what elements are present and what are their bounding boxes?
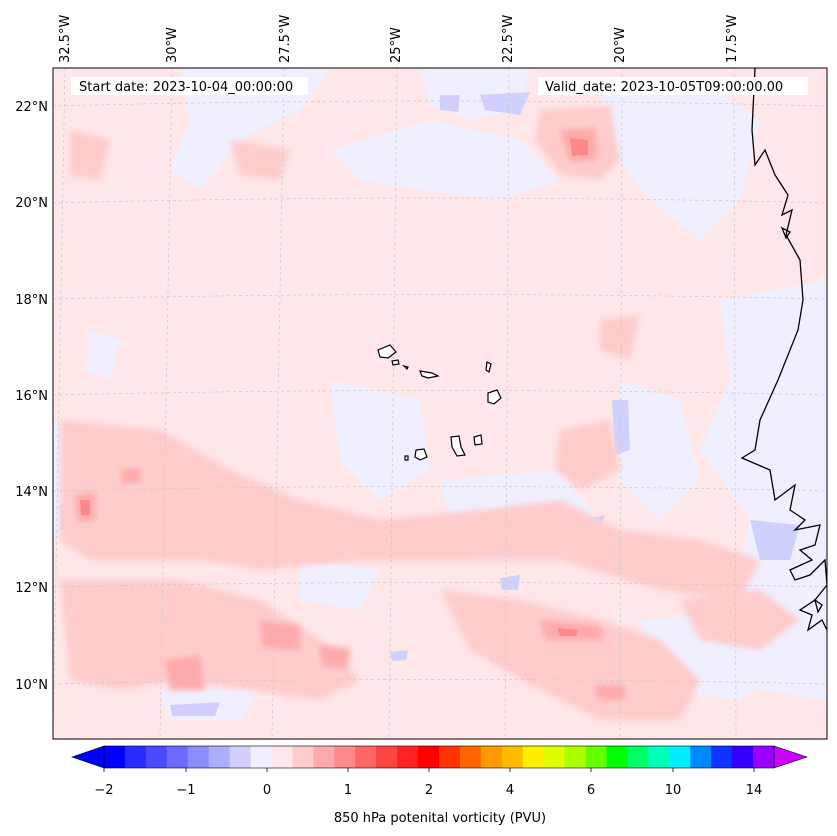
lat-label: 10°N (15, 678, 48, 693)
lat-label: 12°N (15, 581, 48, 596)
island-maio (473, 434, 483, 446)
colorbar-tick-label: 2 (425, 783, 433, 798)
colorbar-segment (606, 746, 628, 768)
colorbar-segment (439, 746, 461, 768)
colorbar-tick-label: 10 (665, 783, 682, 798)
colorbar-segment (313, 746, 335, 768)
colorbar-segment (208, 746, 231, 768)
graticule (53, 68, 827, 739)
pv-positive-strongest (80, 138, 588, 636)
colorbar-segment (166, 746, 189, 768)
colorbar-segment (732, 746, 754, 768)
colorbar-tick-label: 1 (344, 783, 352, 798)
colorbar-tick-label: 14 (746, 783, 763, 798)
lat-label: 14°N (15, 485, 48, 500)
start-date-box (71, 77, 308, 95)
colorbar-segment (459, 746, 482, 768)
colorbar-tick-label: −1 (176, 783, 195, 798)
colorbar-segment (187, 746, 210, 768)
map-frame (52, 67, 828, 740)
colorbar-segment (124, 746, 147, 768)
colorbar-segment (627, 746, 649, 768)
lat-label: 18°N (15, 293, 48, 308)
colorbar-segment (543, 746, 566, 768)
start-date-text: Start date: 2023-10-04_00:00:00 (79, 80, 293, 95)
colorbar-segment (292, 746, 314, 768)
colorbar-segment (418, 746, 440, 768)
colorbar-segment (585, 746, 607, 768)
colorbar-under-arrow (71, 745, 105, 769)
island-boa-vista (487, 389, 502, 405)
colorbar-segment (753, 746, 775, 768)
pv-positive-field (60, 105, 800, 720)
island-fogo (414, 448, 428, 461)
valid-date-text: Valid_date: 2023-10-05T09:00:00.00 (545, 80, 783, 95)
colorbar-segment (648, 746, 670, 768)
lat-label: 20°N (15, 196, 48, 211)
lon-label: 25°W (389, 27, 404, 63)
lat-label: 22°N (15, 100, 48, 115)
island-santo-antao (377, 344, 397, 359)
colorbar-frame (103, 745, 775, 769)
colorbar-segment (397, 746, 419, 768)
colorbar-segment (250, 746, 272, 768)
lon-label: 17.5°W (725, 15, 740, 63)
colorbar-tick-label: 0 (263, 783, 271, 798)
colorbar-segment (480, 746, 503, 768)
colorbar-segment (271, 746, 293, 768)
longitude-labels: 32.5°W 30°W 27.5°W 25°W 22.5°W 20°W 17.5… (58, 15, 740, 63)
island-sao-vicente (391, 359, 400, 366)
island-santa-luzia (402, 364, 409, 371)
latitude-labels: 22°N 20°N 18°N 16°N 14°N 12°N 10°N (15, 100, 48, 693)
colorbar-tick-label: 4 (506, 783, 514, 798)
lon-label: 27.5°W (278, 15, 293, 63)
map-panel (53, 68, 827, 739)
colorbar-segment (355, 746, 377, 768)
lon-label: 22.5°W (501, 15, 516, 63)
lat-label: 16°N (15, 389, 48, 404)
colorbar-tick-labels: −2 −1 0 1 2 4 6 10 14 (94, 783, 762, 798)
lon-label: 32.5°W (58, 15, 73, 63)
island-sao-nicolau (419, 370, 440, 379)
island-santiago (450, 435, 466, 457)
colorbar-segment (376, 746, 398, 768)
colorbar (71, 745, 808, 772)
colorbar-label: 850 hPa potenital vorticity (PVU) (334, 811, 546, 826)
colorbar-segment (145, 746, 168, 768)
colorbar-tick-label: −2 (94, 783, 113, 798)
colorbar-segment (690, 746, 712, 768)
lon-label: 20°W (613, 27, 628, 63)
island-sal (485, 361, 492, 373)
colorbar-segment (711, 746, 733, 768)
valid-date-box (538, 77, 808, 95)
colorbar-tick-label: 6 (587, 783, 595, 798)
colorbar-over-arrow (773, 745, 808, 769)
lon-label: 30°W (165, 27, 180, 63)
colorbar-segment (669, 746, 691, 768)
colorbar-segment (522, 746, 545, 768)
colorbar-segment (564, 746, 586, 768)
colorbar-segment (334, 746, 356, 768)
island-brava (404, 455, 409, 461)
cape-verde-islands (377, 344, 502, 461)
colorbar-segment (104, 746, 126, 768)
colorbar-segment (229, 746, 251, 768)
colorbar-segment (501, 746, 524, 768)
